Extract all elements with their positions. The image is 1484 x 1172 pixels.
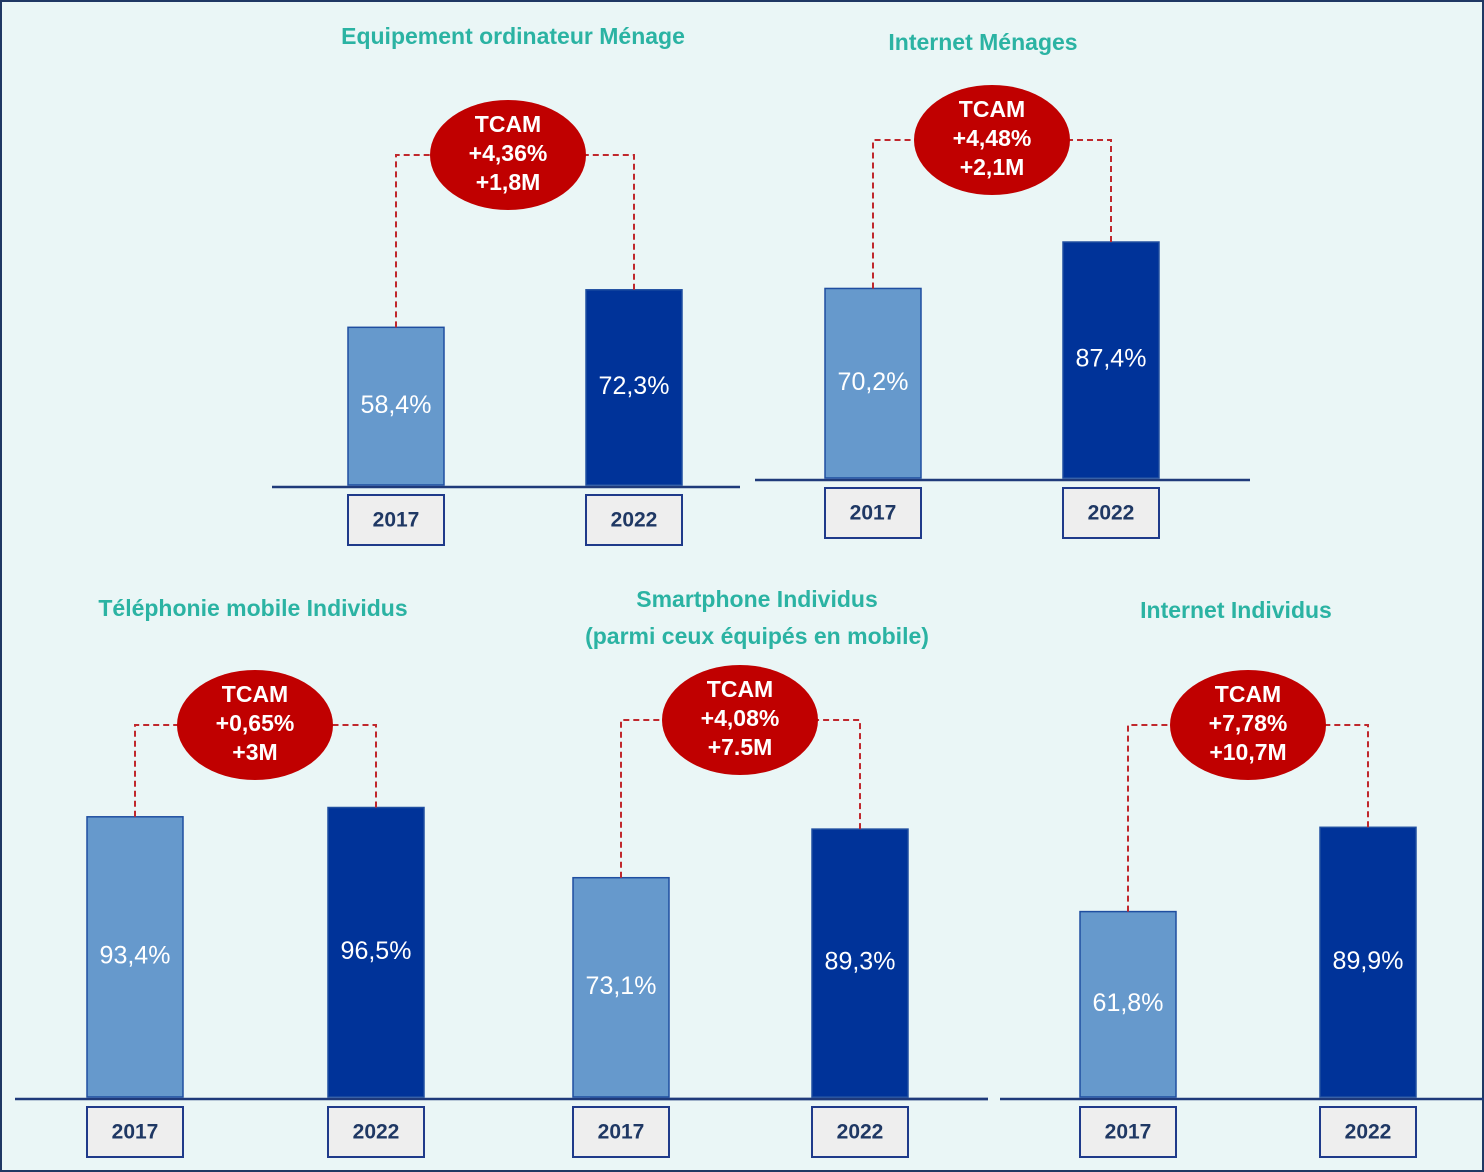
- year-box: [1079, 1106, 1177, 1158]
- year-box: [1062, 487, 1160, 539]
- connector: [620, 719, 861, 878]
- tcam-text: TCAM: [475, 111, 541, 137]
- year-box: [86, 1106, 184, 1158]
- chart-title: Smartphone Individus: [636, 586, 878, 612]
- bar: [585, 289, 683, 486]
- value-label: 89,9%: [1333, 947, 1404, 975]
- connector: [395, 154, 635, 328]
- tcam-text: TCAM: [707, 676, 773, 702]
- tcam-text: +2,1M: [960, 154, 1025, 180]
- tcam-text: +0,65%: [216, 710, 295, 736]
- value-label: 93,4%: [100, 942, 171, 970]
- value-label: 89,3%: [825, 948, 896, 976]
- value-label: 72,3%: [599, 372, 670, 400]
- x-tick-label: 2017: [373, 509, 420, 532]
- value-label: 87,4%: [1076, 345, 1147, 373]
- tcam-text: TCAM: [1215, 681, 1281, 707]
- chart-title: Internet Ménages: [888, 29, 1077, 55]
- tcam-text: +4,36%: [469, 140, 548, 166]
- bar: [347, 326, 445, 486]
- x-tick-label: 2017: [850, 502, 897, 525]
- tcam-bubble: [662, 665, 818, 775]
- tcam-bubble: [914, 85, 1070, 195]
- year-box: [347, 494, 445, 546]
- x-tick-label: 2022: [1345, 1121, 1392, 1144]
- tcam-text: +4,08%: [701, 705, 780, 731]
- x-tick-label: 2022: [837, 1121, 884, 1144]
- chart-title: Equipement ordinateur Ménage: [341, 23, 685, 49]
- value-label: 61,8%: [1093, 989, 1164, 1017]
- tcam-bubble: [1170, 670, 1326, 780]
- bar: [1079, 910, 1177, 1098]
- year-box: [824, 487, 922, 539]
- x-tick-label: 2017: [598, 1121, 645, 1144]
- tcam-text: +7.5M: [708, 734, 773, 760]
- x-tick-label: 2022: [353, 1121, 400, 1144]
- x-tick-label: 2022: [1088, 502, 1135, 525]
- tcam-text: +10,7M: [1209, 739, 1286, 765]
- tcam-bubble: [430, 100, 586, 210]
- value-label: 96,5%: [341, 937, 412, 965]
- chart-title: Internet Individus: [1140, 597, 1332, 623]
- value-label: 73,1%: [586, 972, 657, 1000]
- bar: [572, 876, 670, 1098]
- tcam-text: +7,78%: [1209, 710, 1288, 736]
- year-box: [811, 1106, 909, 1158]
- x-tick-label: 2017: [1105, 1121, 1152, 1144]
- bar: [824, 287, 922, 479]
- bar: [327, 806, 425, 1098]
- tcam-bubble: [177, 670, 333, 780]
- bar: [811, 828, 909, 1098]
- bar: [1319, 826, 1417, 1098]
- value-label: 70,2%: [838, 368, 909, 396]
- tcam-text: +4,48%: [953, 125, 1032, 151]
- tcam-text: +3M: [232, 739, 277, 765]
- x-tick-label: 2022: [611, 509, 658, 532]
- tcam-text: TCAM: [222, 681, 288, 707]
- chart-title: Téléphonie mobile Individus: [98, 595, 407, 621]
- x-tick-label: 2017: [112, 1121, 159, 1144]
- value-label: 58,4%: [361, 391, 432, 419]
- year-box: [585, 494, 683, 546]
- year-box: [572, 1106, 670, 1158]
- chart-subtitle: (parmi ceux équipés en mobile): [585, 623, 929, 649]
- year-box: [327, 1106, 425, 1158]
- bar: [86, 816, 184, 1098]
- tcam-text: +1,8M: [476, 169, 541, 195]
- year-box: [1319, 1106, 1417, 1158]
- tcam-text: TCAM: [959, 96, 1025, 122]
